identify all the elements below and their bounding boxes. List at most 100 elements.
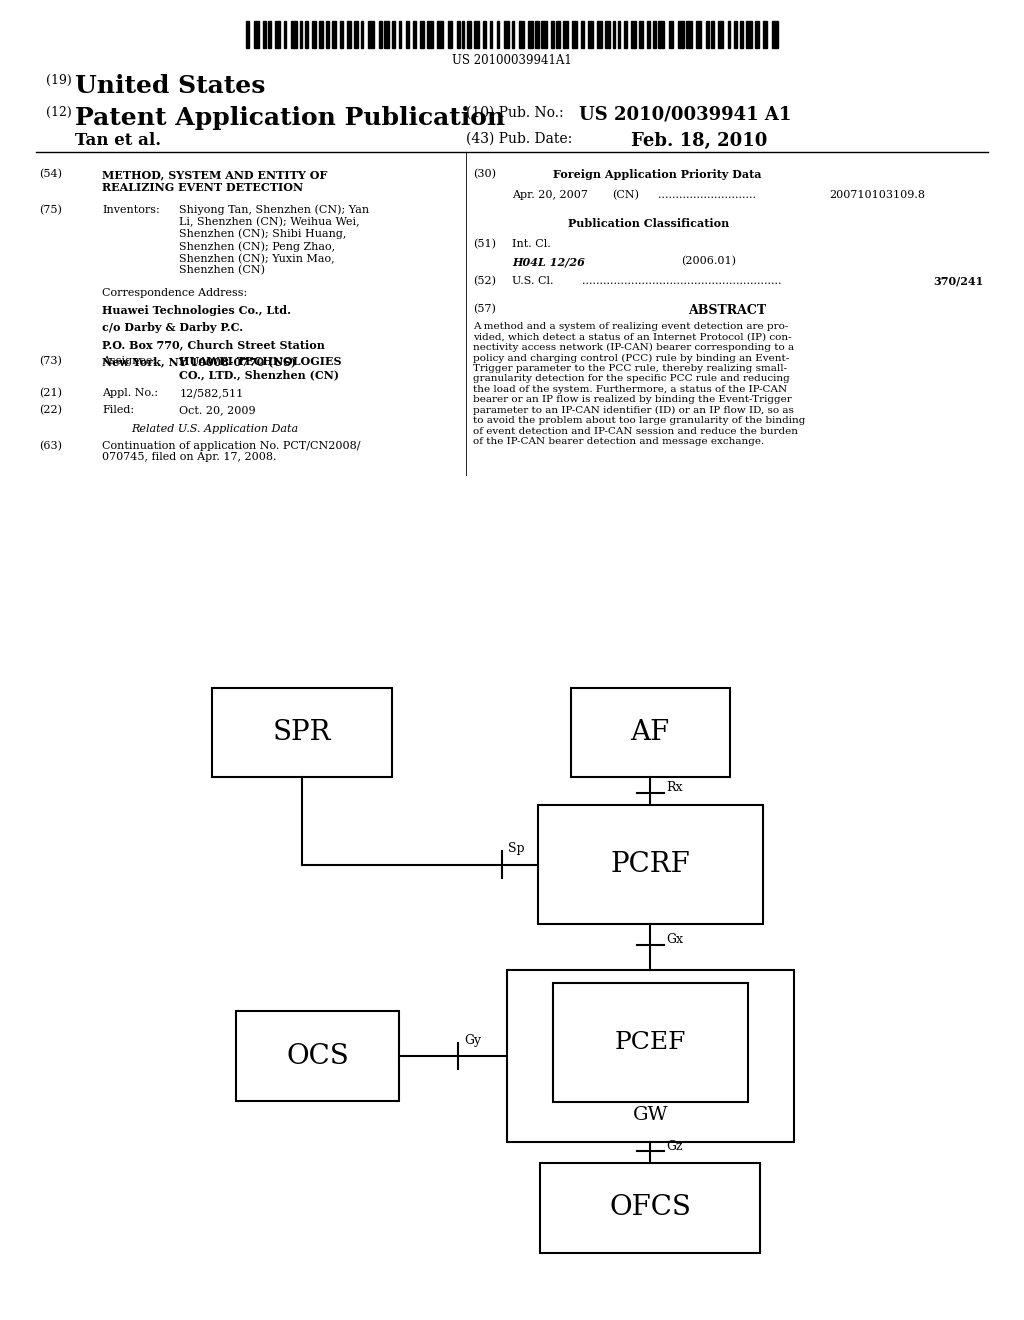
Bar	[299, 21, 302, 48]
Text: Feb. 18, 2010: Feb. 18, 2010	[631, 132, 767, 150]
Text: Foreign Application Priority Data: Foreign Application Priority Data	[553, 169, 762, 180]
Text: c/o Darby & Darby P.C.: c/o Darby & Darby P.C.	[102, 322, 244, 333]
Text: Int. Cl.: Int. Cl.	[512, 239, 551, 249]
Text: Gz: Gz	[667, 1139, 683, 1152]
Bar	[613, 21, 615, 48]
Text: .........................................................: ........................................…	[582, 276, 781, 286]
Bar	[413, 21, 416, 48]
Text: GW: GW	[633, 1106, 668, 1125]
Bar	[392, 21, 395, 48]
Bar	[669, 21, 674, 48]
Bar	[489, 21, 493, 48]
Bar	[617, 21, 620, 48]
Bar	[360, 21, 364, 48]
Bar	[437, 21, 443, 48]
Bar	[468, 21, 471, 48]
Text: ABSTRACT: ABSTRACT	[688, 304, 766, 317]
Bar	[542, 21, 547, 48]
Text: OFCS: OFCS	[609, 1195, 691, 1221]
Text: 200710103109.8: 200710103109.8	[829, 190, 926, 201]
Bar	[658, 21, 665, 48]
Bar	[536, 21, 539, 48]
Text: (21): (21)	[39, 388, 61, 399]
Text: SPR: SPR	[272, 719, 332, 746]
Bar	[605, 21, 609, 48]
Text: METHOD, SYSTEM AND ENTITY OF
REALIZING EVENT DETECTION: METHOD, SYSTEM AND ENTITY OF REALIZING E…	[102, 169, 328, 193]
Text: (22): (22)	[39, 405, 61, 416]
Bar	[268, 21, 270, 48]
Bar	[504, 21, 509, 48]
Bar	[571, 688, 729, 777]
Bar	[379, 21, 382, 48]
Bar	[740, 21, 742, 48]
Bar	[275, 21, 280, 48]
Text: H04L 12/26: H04L 12/26	[512, 256, 585, 267]
Bar	[447, 21, 453, 48]
Bar	[728, 21, 730, 48]
Bar	[556, 21, 560, 48]
Text: ............................: ............................	[658, 190, 757, 201]
Bar	[305, 21, 308, 48]
Bar	[597, 21, 602, 48]
Bar	[733, 21, 737, 48]
Text: Assignee:: Assignee:	[102, 356, 157, 367]
Bar	[678, 21, 683, 48]
Bar	[527, 21, 534, 48]
Bar	[318, 21, 324, 48]
Bar	[588, 21, 593, 48]
Text: (63): (63)	[39, 441, 61, 451]
Bar	[368, 21, 374, 48]
Text: (43) Pub. Date:: (43) Pub. Date:	[466, 132, 572, 147]
Bar	[406, 21, 409, 48]
Bar	[263, 21, 266, 48]
Text: Oct. 20, 2009: Oct. 20, 2009	[179, 405, 256, 416]
Bar	[763, 21, 767, 48]
Text: Related U.S. Application Data: Related U.S. Application Data	[131, 424, 299, 434]
Text: Apr. 20, 2007: Apr. 20, 2007	[512, 190, 588, 201]
Bar	[563, 21, 568, 48]
Text: Tan et al.: Tan et al.	[75, 132, 161, 149]
Text: PCRF: PCRF	[610, 851, 690, 878]
Text: Huawei Technologies Co., Ltd.: Huawei Technologies Co., Ltd.	[102, 305, 292, 315]
Bar	[512, 21, 514, 48]
Text: Sp: Sp	[508, 842, 524, 855]
Bar	[571, 21, 578, 48]
Bar	[581, 21, 584, 48]
Text: Rx: Rx	[667, 781, 683, 793]
Bar	[553, 983, 748, 1102]
Text: New York, NY 10008-0770 (US): New York, NY 10008-0770 (US)	[102, 356, 297, 367]
Text: Correspondence Address:: Correspondence Address:	[102, 288, 248, 298]
Bar	[353, 21, 358, 48]
Bar	[541, 1163, 760, 1253]
Bar	[686, 21, 692, 48]
Text: U.S. Cl.: U.S. Cl.	[512, 276, 554, 286]
Text: Gy: Gy	[465, 1034, 481, 1047]
Bar	[639, 21, 643, 48]
Text: United States: United States	[75, 74, 265, 98]
Bar	[755, 21, 759, 48]
Text: (2006.01): (2006.01)	[681, 256, 736, 267]
Bar	[246, 21, 249, 48]
Bar	[292, 21, 297, 48]
Text: 370/241: 370/241	[933, 276, 983, 286]
Text: 12/582,511: 12/582,511	[179, 388, 244, 399]
Bar	[474, 21, 479, 48]
Bar	[427, 21, 433, 48]
Bar	[518, 21, 523, 48]
Bar	[706, 21, 709, 48]
Text: OCS: OCS	[286, 1043, 349, 1069]
Text: Filed:: Filed:	[102, 405, 134, 416]
Bar	[631, 21, 637, 48]
Text: Gx: Gx	[667, 933, 684, 946]
Text: P.O. Box 770, Church Street Station: P.O. Box 770, Church Street Station	[102, 339, 326, 350]
Bar	[497, 21, 499, 48]
Bar	[745, 21, 752, 48]
Text: Continuation of application No. PCT/CN2008/
070745, filed on Apr. 17, 2008.: Continuation of application No. PCT/CN20…	[102, 441, 360, 462]
Text: (75): (75)	[39, 205, 61, 215]
Text: HUAWEI TECHNOLOGIES
CO., LTD., Shenzhen (CN): HUAWEI TECHNOLOGIES CO., LTD., Shenzhen …	[179, 356, 342, 380]
Text: Shiyong Tan, Shenzhen (CN); Yan
Li, Shenzhen (CN); Weihua Wei,
Shenzhen (CN); Sh: Shiyong Tan, Shenzhen (CN); Yan Li, Shen…	[179, 205, 370, 276]
Text: (CN): (CN)	[612, 190, 639, 201]
Text: Inventors:: Inventors:	[102, 205, 160, 215]
Text: (30): (30)	[473, 169, 496, 180]
Text: Publication Classification: Publication Classification	[568, 218, 729, 228]
